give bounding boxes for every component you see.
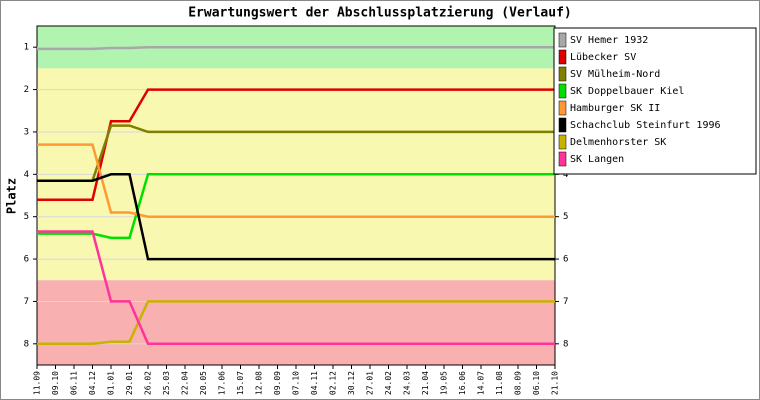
legend-label: SK Langen [570,154,624,165]
legend-box [553,27,757,175]
x-tick-label: 17.06 [218,371,227,395]
x-tick-label: 30.12 [347,371,356,395]
x-tick-label: 08.09 [514,371,523,395]
series-line [37,45,555,51]
legend-swatch [558,151,567,167]
y-axis-label: Platz [5,178,19,214]
x-tick-label: 19.05 [440,371,449,395]
y2-tick-label: 4 [563,170,568,180]
series-line [37,173,555,261]
x-tick-label: 04.11 [310,371,319,395]
zone-band [37,280,555,365]
x-tick-label: 29.01 [125,371,134,395]
x-tick-label: 09.09 [273,371,282,395]
legend-label: Hamburger SK II [570,103,660,114]
y-tick-label: 2 [24,85,29,95]
x-tick-label: 24.02 [384,371,393,395]
y-tick-label: 6 [24,255,29,265]
x-tick-label: 25.03 [162,371,171,395]
x-tick-label: 15.07 [236,371,245,395]
x-tick-label: 24.03 [403,371,412,395]
y2-tick-label: 7 [563,297,568,307]
legend-swatch [558,49,567,65]
y2-tick-label: 8 [563,339,568,349]
y2-tick-label: 6 [563,255,568,265]
legend-swatch [558,83,567,99]
x-tick-label: 06.10 [532,371,541,395]
series-line [37,143,555,218]
legend-label: SV Mülheim-Nord [570,69,660,80]
x-tick-label: 07.10 [292,371,301,395]
x-tick-label: 14.07 [477,371,486,395]
legend-swatch [558,134,567,150]
x-tick-label: 21.10 [551,371,560,395]
x-tick-label: 06.11 [70,371,79,395]
x-tick-label: 12.08 [255,371,264,395]
y-tick-label: 8 [24,339,29,349]
y-tick-label: 3 [24,127,29,137]
y-tick-label: 4 [24,170,29,180]
series-line [37,173,555,240]
x-tick-label: 27.01 [366,371,375,395]
chart-title: Erwartungswert der Abschlussplatzierung … [188,6,572,21]
x-tick-label: 11.09 [33,371,42,395]
x-tick-label: 16.06 [458,371,467,395]
x-tick-label: 04.12 [88,371,97,395]
legend-swatch [558,100,567,116]
y-tick-label: 5 [24,212,29,222]
series-line [37,230,555,346]
legend-swatch [558,32,567,48]
legend-label: Lübecker SV [570,52,636,63]
series-line [37,88,555,201]
x-tick-label: 01.01 [107,371,116,395]
x-tick-label: 11.08 [495,371,504,395]
legend-swatch [558,117,567,133]
x-tick-label: 22.04 [181,371,190,395]
x-tick-label: 26.02 [144,371,153,395]
legend-label: Schachclub Steinfurt 1996 [570,120,721,131]
x-tick-label: 20.05 [199,371,208,395]
y2-tick-label: 5 [563,212,568,222]
y-tick-label: 1 [24,43,29,53]
x-tick-label: 02.12 [329,371,338,395]
legend-label: SV Hemer 1932 [570,35,648,46]
legend-label: SK Doppelbauer Kiel [570,86,684,97]
y-tick-label: 7 [24,297,29,307]
series-line [37,124,555,182]
legend-label: Delmenhorster SK [570,137,666,148]
legend-swatch [558,66,567,82]
x-tick-label: 09.10 [51,371,60,395]
x-tick-label: 21.04 [421,371,430,395]
series-line [37,300,555,346]
